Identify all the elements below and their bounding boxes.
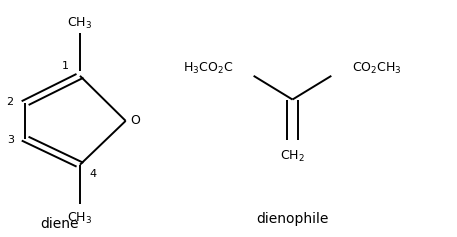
Text: H$_3$CO$_2$C: H$_3$CO$_2$C xyxy=(183,61,233,76)
Text: CH$_3$: CH$_3$ xyxy=(68,16,92,31)
Text: CH$_2$: CH$_2$ xyxy=(280,149,305,164)
Text: dienophile: dienophile xyxy=(256,212,329,226)
Text: 4: 4 xyxy=(89,169,96,179)
Text: O: O xyxy=(130,114,140,127)
Text: diene: diene xyxy=(40,217,79,231)
Text: 3: 3 xyxy=(7,135,14,145)
Text: 2: 2 xyxy=(6,97,14,107)
Text: CO$_2$CH$_3$: CO$_2$CH$_3$ xyxy=(352,61,402,76)
Text: CH$_3$: CH$_3$ xyxy=(68,211,92,226)
Text: 1: 1 xyxy=(62,61,69,71)
